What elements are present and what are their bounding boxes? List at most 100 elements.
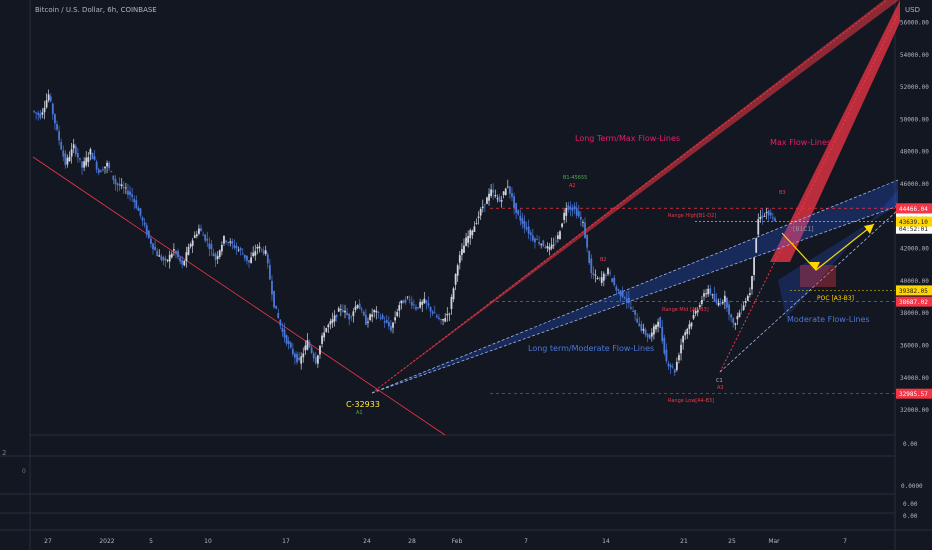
- candle: [367, 317, 369, 328]
- x-tick-label: 28: [408, 538, 416, 545]
- candle: [335, 314, 338, 322]
- candle: [619, 290, 622, 303]
- candle: [477, 211, 480, 225]
- candle-body: [463, 245, 465, 253]
- candle: [557, 231, 559, 243]
- candle-body: [751, 276, 753, 290]
- max-flow-line-dashed: [371, 0, 888, 394]
- candle: [515, 202, 518, 219]
- candle: [33, 110, 35, 114]
- candle-body: [258, 246, 261, 249]
- candle-body: [133, 198, 136, 203]
- candle: [158, 249, 161, 257]
- candle-body: [195, 234, 198, 237]
- candle-body: [644, 329, 647, 335]
- candle-body: [93, 156, 96, 160]
- candle: [500, 195, 503, 208]
- candle-body: [229, 241, 232, 243]
- candle: [66, 154, 69, 168]
- candle-body: [698, 305, 701, 307]
- candle-body: [135, 200, 138, 209]
- candle-body: [294, 353, 296, 358]
- candle-body: [104, 166, 106, 169]
- candle-body: [627, 297, 630, 304]
- candle-body: [237, 249, 240, 251]
- candle-body: [579, 216, 582, 220]
- candle-body: [287, 340, 290, 344]
- candle: [590, 254, 593, 279]
- candle: [216, 251, 219, 265]
- candle: [657, 318, 659, 333]
- candle: [588, 250, 591, 265]
- candle: [682, 334, 685, 350]
- candle: [202, 231, 204, 236]
- candle: [565, 202, 568, 223]
- candle: [348, 312, 351, 326]
- candle: [569, 201, 572, 217]
- candle: [730, 313, 733, 323]
- candle: [316, 354, 319, 368]
- candle: [364, 308, 367, 326]
- candle: [37, 110, 40, 121]
- candle-body: [277, 313, 280, 318]
- candle: [285, 334, 288, 347]
- candle: [212, 248, 215, 257]
- candle-body: [527, 226, 530, 234]
- candle-body: [76, 153, 79, 158]
- candle-body: [212, 253, 215, 257]
- candle-body: [47, 94, 50, 101]
- left-mark-z[interactable]: 2: [2, 449, 6, 457]
- candle: [360, 306, 363, 314]
- candle: [521, 212, 524, 229]
- candle-body: [114, 178, 117, 185]
- candle-body: [325, 328, 328, 332]
- label-b3: B3: [779, 190, 786, 196]
- candle-body: [590, 258, 593, 274]
- candle: [362, 310, 365, 317]
- candle-body: [417, 307, 419, 309]
- candle-body: [306, 340, 309, 350]
- candle: [406, 296, 409, 300]
- candle-body: [757, 219, 760, 235]
- candle-body: [404, 299, 407, 303]
- candle: [481, 199, 484, 213]
- left-mark-0[interactable]: 0: [22, 468, 26, 475]
- candle-body: [402, 300, 405, 304]
- candle: [438, 313, 440, 321]
- candle-body: [709, 288, 712, 294]
- candle: [673, 368, 676, 377]
- label-long-term-max: Long Term/Max Flow-Lines: [575, 134, 680, 143]
- candle-body: [446, 313, 449, 316]
- y-tick-label: 34000.00: [900, 375, 929, 382]
- projection-arrow-up: [864, 224, 874, 234]
- candle: [218, 249, 221, 260]
- candle: [319, 345, 321, 359]
- candle: [523, 215, 526, 234]
- candle-body: [542, 240, 545, 247]
- candle-body: [122, 187, 125, 188]
- candle-body: [519, 215, 522, 221]
- candle: [458, 251, 461, 270]
- candle: [252, 246, 255, 258]
- candle: [586, 234, 589, 253]
- candle: [268, 258, 271, 281]
- candle-body: [289, 342, 292, 348]
- candle-body: [177, 251, 179, 258]
- candle-body: [400, 300, 403, 304]
- candle-body: [423, 298, 426, 304]
- candle-body: [181, 259, 184, 265]
- candle-body: [492, 189, 495, 193]
- candle: [540, 243, 543, 249]
- candle-body: [406, 296, 409, 298]
- candle-body: [371, 314, 374, 317]
- candle: [162, 255, 165, 266]
- candle-body: [95, 161, 98, 170]
- x-tick-label: 14: [602, 538, 610, 545]
- candle: [615, 284, 618, 296]
- candle: [358, 299, 361, 310]
- label-a3: A3: [717, 385, 724, 391]
- candle: [634, 310, 637, 321]
- candle-body: [596, 277, 599, 279]
- candle-body: [582, 222, 584, 223]
